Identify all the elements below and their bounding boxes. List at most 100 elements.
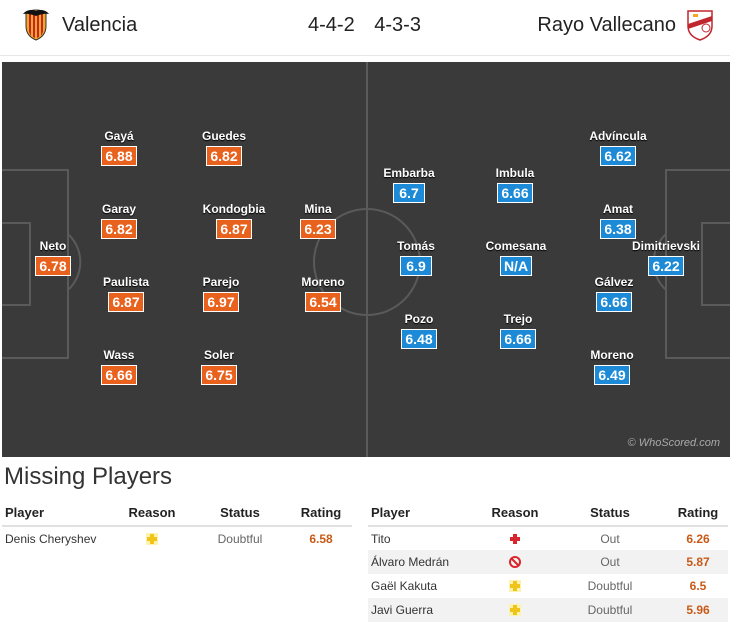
missing-player-row[interactable]: Álvaro Medrán Out 5.87 [368,550,728,574]
player-home[interactable]: Neto 6.78 [8,239,98,276]
player-home[interactable]: Mina 6.23 [273,202,363,239]
rayo-vallecano-crest-icon [687,10,713,41]
col-reason: Reason [478,500,552,527]
missing-status: Out [552,550,668,574]
player-home[interactable]: Soler 6.75 [174,348,264,385]
player-name: Advíncula [589,129,647,143]
player-rating: 6.78 [35,256,71,276]
player-name: Gayá [104,129,134,143]
player-away[interactable]: Amat 6.38 [573,202,663,239]
player-away[interactable]: Advíncula 6.62 [573,129,663,166]
missing-status: Doubtful [552,598,668,622]
player-home[interactable]: Kondogbia 6.87 [189,202,279,239]
player-away[interactable]: Imbula 6.66 [470,166,560,203]
player-rating: 6.66 [596,292,632,312]
col-player: Player [368,500,478,527]
player-name: Comesana [485,239,547,253]
player-name: Imbula [495,166,535,180]
player-rating: 6.75 [201,365,237,385]
ban-icon [508,555,522,569]
player-away[interactable]: Pozo 6.48 [374,312,464,349]
home-team[interactable]: Valencia [20,8,137,42]
missing-player-name[interactable]: Álvaro Medrán [368,550,478,574]
reason-cell [478,574,552,598]
match-header: Valencia 4-4-2 4-3-3 Rayo Vallecano [0,0,730,56]
missing-rating: 5.87 [668,550,728,574]
player-name: Soler [203,348,234,362]
player-name: Neto [39,239,67,253]
player-rating: 6.49 [594,365,630,385]
player-name: Garay [101,202,137,216]
col-status: Status [552,500,668,527]
player-rating: 6.48 [401,329,437,349]
player-name: Amat [602,202,633,216]
missing-status: Out [600,531,620,546]
player-home[interactable]: Gayá 6.88 [74,129,164,166]
player-away[interactable]: Moreno 6.49 [567,348,657,385]
player-rating: 6.82 [101,219,137,239]
away-missing-header: Player Reason Status Rating [368,500,728,527]
player-name: Gálvez [594,275,634,289]
player-name: Moreno [301,275,345,289]
missing-player-name[interactable]: Javi Guerra [368,598,478,622]
missing-player-row[interactable]: Gaël Kakuta Doubtful 6.5 [368,574,728,598]
missing-status: Doubtful [587,579,633,593]
injury-cross-icon [508,531,522,545]
reason-cell [114,526,190,550]
player-home[interactable]: Moreno 6.54 [278,275,368,312]
missing-players-title: Missing Players [4,463,173,490]
missing-rating: 6.58 [309,531,333,546]
player-away[interactable]: Trejo 6.66 [473,312,563,349]
missing-rating: 6.26 [686,531,710,546]
player-home[interactable]: Paulista 6.87 [81,275,171,312]
doubtful-cross-icon [508,603,522,617]
reason-cell [478,526,552,550]
missing-rating: 6.5 [689,579,707,593]
player-name: Trejo [503,312,533,326]
missing-player-row[interactable]: Javi Guerra Doubtful 5.96 [368,598,728,622]
player-home[interactable]: Parejo 6.97 [176,275,266,312]
player-home[interactable]: Garay 6.82 [74,202,164,239]
home-missing-table: Player Reason Status Rating Denis Cherys… [2,500,352,550]
player-rating: 6.23 [300,219,336,239]
player-home[interactable]: Guedes 6.82 [179,129,269,166]
player-name: Dimitrievski [631,239,701,253]
reason-cell [478,598,552,622]
away-team[interactable]: Rayo Vallecano [537,8,716,42]
formations: 4-4-2 4-3-3 [308,14,435,37]
player-rating: N/A [499,256,533,276]
player-rating: 6.87 [108,292,144,312]
missing-player-row[interactable]: Denis Cheryshev Doubtful 6.58 [2,526,352,550]
col-reason: Reason [114,500,190,527]
player-away[interactable]: Comesana N/A [471,239,561,276]
reason-cell [478,550,552,574]
player-away[interactable]: Dimitrievski 6.22 [621,239,711,276]
player-rating: 6.7 [393,183,425,203]
missing-rating: 5.96 [668,598,728,622]
player-name: Kondogbia [202,202,266,216]
player-away[interactable]: Tomás 6.9 [371,239,461,276]
player-name: Paulista [102,275,150,289]
doubtful-cross-icon [145,531,159,545]
player-home[interactable]: Wass 6.66 [74,348,164,385]
player-name: Wass [103,348,135,362]
col-player: Player [2,500,114,527]
player-name: Moreno [590,348,634,362]
player-away[interactable]: Embarba 6.7 [364,166,454,203]
pitch: Neto 6.78 Gayá 6.88 Garay 6.82 Paulista 6.87 Was… [2,62,730,457]
doubtful-cross-icon [508,579,522,593]
missing-player-row[interactable]: Tito Out 6.26 [368,526,728,550]
player-away[interactable]: Gálvez 6.66 [569,275,659,312]
away-team-name: Rayo Vallecano [537,13,676,36]
valencia-bat-crest-icon [23,9,49,41]
away-formation: 4-3-3 [374,14,421,36]
missing-player-name[interactable]: Gaël Kakuta [371,579,438,593]
player-rating: 6.62 [600,146,636,166]
player-rating: 6.66 [500,329,536,349]
col-rating: Rating [668,500,728,527]
missing-player-name[interactable]: Denis Cheryshev [5,531,97,546]
missing-player-name[interactable]: Tito [371,531,391,546]
player-rating: 6.22 [648,256,684,276]
away-missing-table: Player Reason Status Rating Tito Out 6.26 Á… [368,500,728,622]
home-missing-header: Player Reason Status Rating [2,500,352,527]
